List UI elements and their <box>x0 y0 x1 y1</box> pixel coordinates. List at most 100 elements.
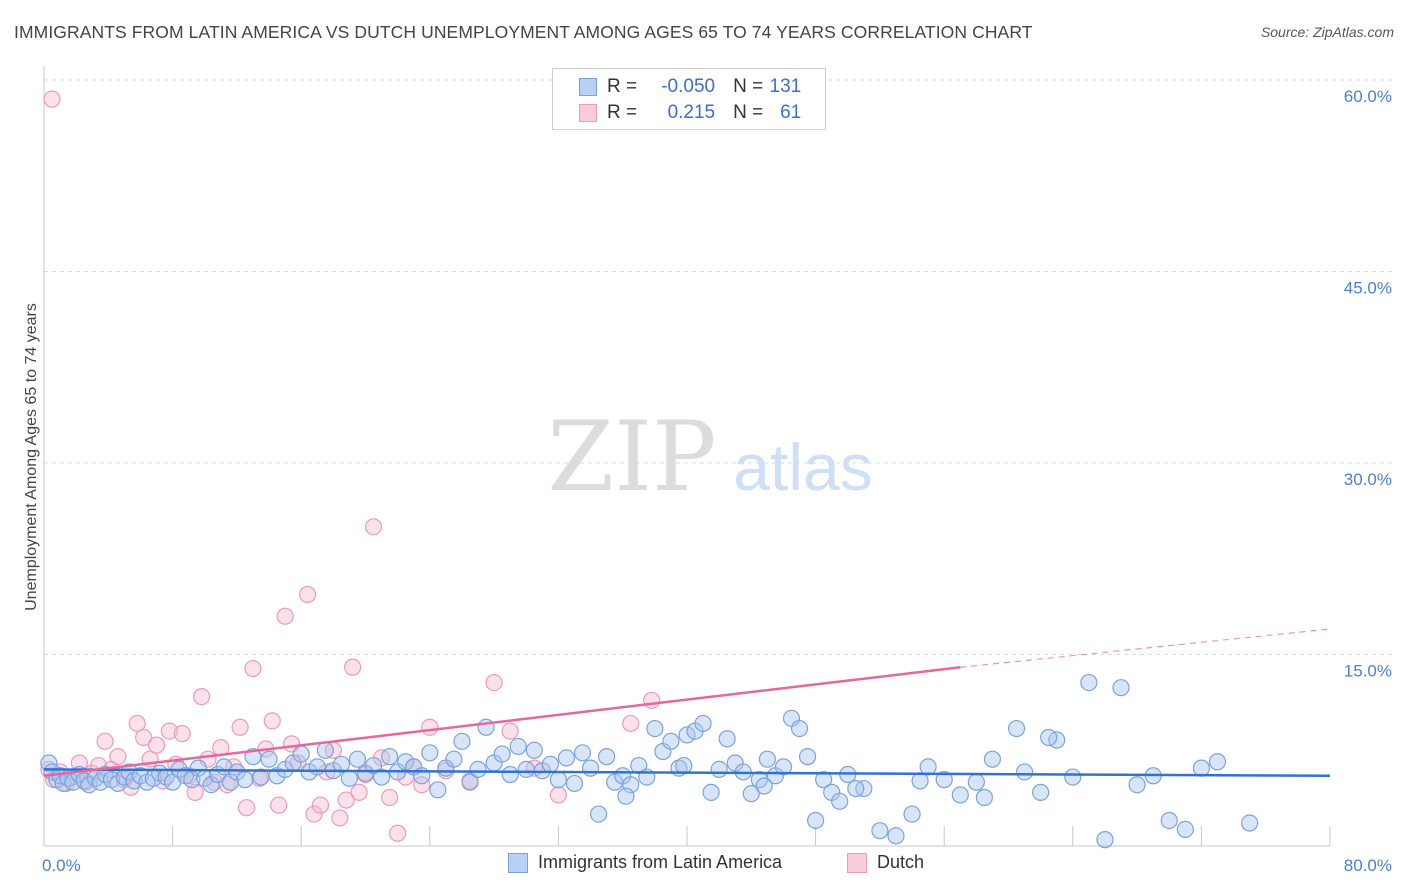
latin-america-point <box>903 805 921 823</box>
legend-n-label: N = <box>733 102 764 123</box>
latin-america-point <box>445 750 463 768</box>
legend-n-label: N = <box>733 76 764 97</box>
latin-america-point <box>975 788 993 807</box>
watermark-zip: ZIP <box>547 401 716 513</box>
y-tick-label: 45.0% <box>1344 279 1392 298</box>
dutch-point <box>276 607 294 625</box>
latin-america-point <box>236 771 254 789</box>
dutch-point <box>413 776 431 794</box>
latin-america-point <box>131 767 150 785</box>
x-tick-label: 0.0% <box>42 856 81 875</box>
dutch-point <box>344 658 362 676</box>
latin-america-point <box>381 748 399 766</box>
latin-america-point <box>429 781 447 799</box>
latin-america-point <box>549 771 568 789</box>
blue-legend-square-icon <box>508 852 528 873</box>
bottom-legend-blue: Immigrants from Latin America <box>508 852 782 873</box>
latin-america-point <box>831 792 849 810</box>
latin-america-point <box>461 773 479 791</box>
latin-america-point <box>798 748 817 766</box>
latin-america-point <box>1007 719 1026 738</box>
latin-america-point <box>1032 783 1050 801</box>
latin-america-point <box>1112 679 1130 697</box>
dutch-point <box>501 722 519 740</box>
latin-america-point <box>202 776 220 794</box>
latin-america-point <box>1160 811 1178 830</box>
latin-america-point <box>718 730 736 748</box>
dutch-point <box>305 805 323 823</box>
latin-america-point <box>1208 753 1227 771</box>
latin-america-point <box>308 758 326 776</box>
latin-america-point <box>919 758 937 776</box>
latin-america-point <box>755 777 773 795</box>
latin-america-point <box>617 787 635 805</box>
latin-america-point <box>589 805 608 823</box>
dutch-point <box>160 722 178 740</box>
legend-row-blue: R = -0.050 N = 131 <box>579 75 801 99</box>
latin-america-point <box>316 741 334 759</box>
latin-america-point <box>678 726 696 744</box>
latin-america-point <box>774 758 793 776</box>
latin-america-point <box>517 760 535 779</box>
latin-america-point <box>871 822 889 840</box>
legend-pink-r: 0.215 <box>667 102 716 123</box>
dutch-point <box>244 659 262 678</box>
latin-america-point <box>951 786 969 804</box>
latin-america-point <box>758 750 776 768</box>
bottom-legend-blue-label: Immigrants from Latin America <box>538 852 783 872</box>
latin-america-point <box>694 714 712 733</box>
dutch-trend-extension <box>960 628 1331 668</box>
latin-america-point <box>509 737 527 756</box>
dutch-point <box>549 786 568 804</box>
latin-america-point <box>1015 763 1034 781</box>
dutch-point <box>381 788 399 807</box>
source-credit: Source: ZipAtlas.com <box>1260 24 1394 40</box>
latin-america-point <box>1176 820 1194 839</box>
dutch-point <box>192 688 211 706</box>
latin-america-point <box>646 719 664 738</box>
tick-labels: 15.0% 30.0% 45.0% 60.0% 0.0% 80.0% <box>42 87 1392 875</box>
latin-america-point <box>525 741 543 759</box>
pink-legend-square-icon <box>847 852 867 873</box>
y-tick-label: 15.0% <box>1344 662 1392 681</box>
latin-america-point <box>260 750 278 768</box>
latin-america-point <box>1064 768 1082 786</box>
bottom-legend-pink-label: Dutch <box>877 852 925 872</box>
legend-pink-n: 61 <box>780 102 802 123</box>
legend-r-label: R = <box>607 102 638 123</box>
dutch-point <box>43 90 61 108</box>
latin-america-point <box>469 760 487 779</box>
latin-america-point <box>421 744 439 762</box>
trend-lines <box>43 628 1331 778</box>
dutch-point <box>263 712 281 730</box>
dutch-point <box>147 736 166 754</box>
dutch-point <box>364 518 383 536</box>
latin-america-point <box>983 750 1002 768</box>
latin-america-point <box>702 783 720 801</box>
bottom-legend-pink: Dutch <box>847 852 924 873</box>
dutch-point <box>128 714 146 733</box>
watermark-atlas: atlas <box>733 430 872 504</box>
latin-america-point <box>372 768 391 786</box>
axes <box>43 66 1331 847</box>
dutch-point <box>389 824 407 842</box>
latin-america-point <box>1080 673 1098 692</box>
legend-row-pink: R = 0.215 N = 61 <box>579 101 801 125</box>
dutch-point <box>96 732 114 750</box>
latin-america-point <box>80 776 98 794</box>
latin-america-point <box>565 774 584 793</box>
latin-america-point <box>1040 728 1058 747</box>
dutch-point <box>173 725 191 743</box>
dutch-point <box>299 585 317 604</box>
dutch-point <box>270 796 288 814</box>
latin-america-point <box>1128 776 1146 794</box>
dutch-point <box>337 791 355 809</box>
grid-lines <box>44 79 1392 655</box>
legend-blue-r: -0.050 <box>661 76 716 97</box>
blue-swatch-icon <box>579 78 597 96</box>
latin-america-point <box>742 785 760 803</box>
latin-america-point <box>887 827 905 845</box>
latin-america-point <box>1096 831 1114 849</box>
latin-america-point <box>453 732 471 750</box>
latin-america-point <box>557 749 576 767</box>
